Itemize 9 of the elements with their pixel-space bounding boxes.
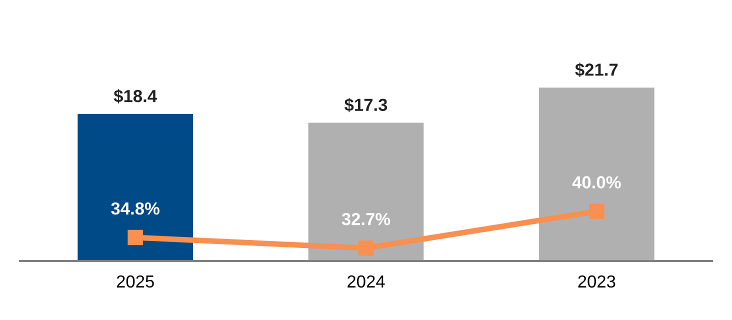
x-tick-label: 2024 <box>348 275 385 288</box>
data-label: 40.0% <box>572 176 621 188</box>
data-label: $17.3 <box>344 98 388 112</box>
x-tick-label: 2023 <box>578 275 616 288</box>
data-label: 32.7% <box>342 212 390 226</box>
data-label: $18.4 <box>114 89 157 104</box>
data-label: $21.7 <box>575 62 618 77</box>
data-label: 34.8% <box>111 202 160 215</box>
x-tick-label: 2025 <box>116 275 154 288</box>
